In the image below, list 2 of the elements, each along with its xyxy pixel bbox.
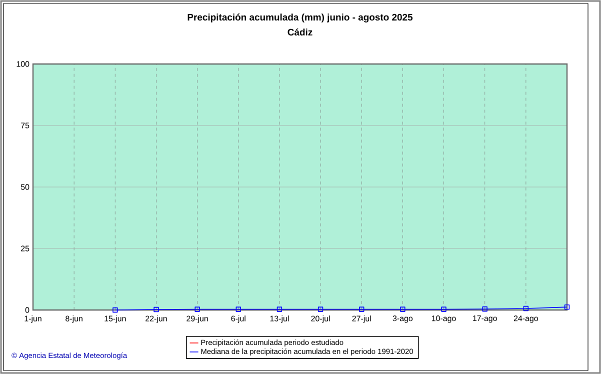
chart-subtitle: Cádiz: [288, 28, 312, 36]
chart-title: Precipitación acumulada (mm) junio - agosto 2025: [188, 14, 413, 22]
